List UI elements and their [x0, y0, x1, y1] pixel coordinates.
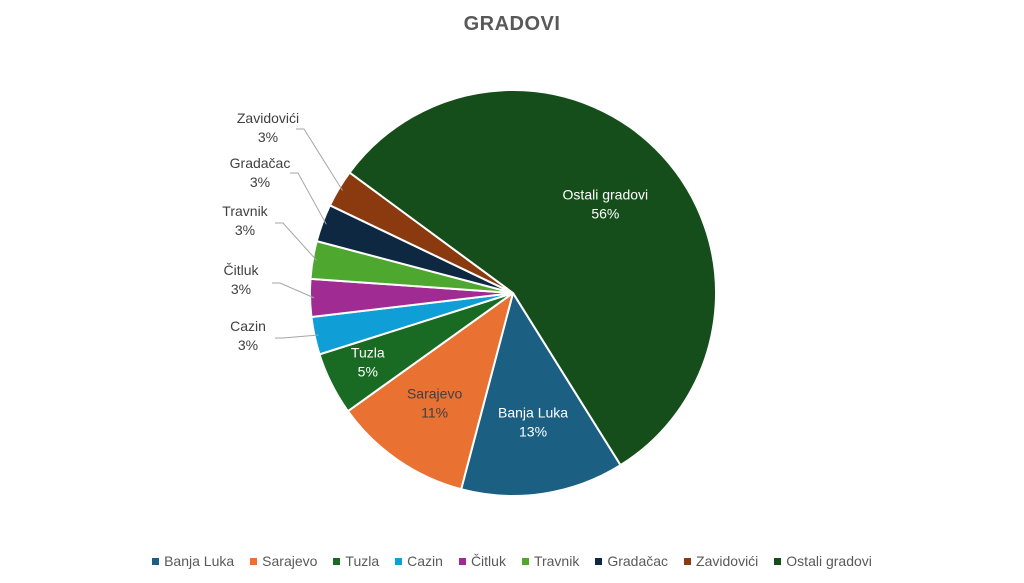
slice-percent-label: 3%	[258, 129, 278, 145]
legend-swatch	[333, 557, 341, 565]
legend-swatch	[684, 557, 692, 565]
legend-item-zavidovići: Zavidovići	[684, 553, 758, 569]
slice-percent-label: 11%	[421, 405, 448, 421]
data-label-cazin: Cazin 3%	[230, 318, 266, 353]
legend-item-banja-luka: Banja Luka	[152, 553, 234, 569]
data-label-ostali-gradovi: Ostali gradovi 56%	[563, 186, 649, 221]
legend-label: Gradačac	[607, 553, 669, 569]
slice-percent-label: 3%	[235, 222, 255, 238]
legend-label: Zavidovići	[696, 553, 759, 569]
legend-item-ostali-gradovi: Ostali gradovi	[774, 553, 872, 569]
legend-label: Tuzla	[345, 553, 380, 569]
legend-item-gradačac: Gradačac	[595, 553, 668, 569]
slice-percent-label: 3%	[250, 174, 270, 190]
slice-category-label: Ostali gradovi	[563, 186, 649, 202]
slice-category-label: Tuzla	[351, 345, 385, 361]
data-label-čitluk: Čitluk 3%	[223, 262, 259, 297]
slice-category-label: Banja Luka	[498, 404, 568, 420]
slice-category-label: Cazin	[230, 318, 266, 334]
legend-item-cazin: Cazin	[395, 553, 443, 569]
pie-slice-sarajevo	[346, 290, 515, 491]
legend-label: Sarajevo	[262, 553, 318, 569]
slice-category-label: Sarajevo	[407, 386, 462, 402]
slice-percent-label: 13%	[519, 423, 547, 439]
legend-swatch	[458, 557, 466, 565]
legend-label: Ostali gradovi	[786, 553, 872, 569]
data-label-banja-luka: Banja Luka 13%	[498, 404, 568, 439]
legend: Banja Luka Sarajevo Tuzla Cazin Čitluk Travni…	[0, 553, 1024, 569]
leader-line	[290, 172, 327, 225]
slice-percent-label: 56%	[591, 205, 619, 221]
legend-label: Čitluk	[470, 553, 506, 569]
pie-slice-ostali-gradovi	[348, 89, 717, 467]
chart-title: GRADOVI	[463, 13, 561, 35]
leader-line	[296, 128, 343, 191]
legend-swatch	[152, 557, 160, 565]
slice-category-label: Čitluk	[223, 262, 259, 278]
pie-slice-banja-luka	[459, 290, 622, 497]
legend-item-travnik: Travnik	[521, 553, 580, 569]
legend-item-tuzla: Tuzla	[333, 553, 379, 569]
data-label-travnik: Travnik 3%	[222, 203, 268, 238]
leader-line	[275, 334, 319, 339]
slice-percent-label: 3%	[238, 337, 258, 353]
data-label-tuzla: Tuzla 5%	[351, 345, 385, 380]
legend-item-sarajevo: Sarajevo	[250, 553, 317, 569]
slice-category-label: Zavidovići	[237, 110, 299, 126]
slice-percent-label: 5%	[358, 364, 378, 380]
data-label-gradačac: Gradačac 3%	[230, 155, 291, 190]
legend-swatch	[595, 557, 603, 565]
leader-line	[275, 222, 318, 261]
legend-item-čitluk: Čitluk	[458, 553, 506, 569]
legend-label: Travnik	[533, 553, 580, 569]
legend-label: Cazin	[407, 553, 443, 569]
slice-percent-label: 3%	[231, 281, 251, 297]
data-label-zavidovići: Zavidovići 3%	[237, 110, 299, 145]
legend-swatch	[395, 557, 403, 565]
legend-swatch	[250, 557, 258, 565]
slice-category-label: Travnik	[222, 203, 268, 219]
legend-swatch	[521, 557, 529, 565]
leader-line	[272, 282, 315, 299]
data-label-sarajevo: Sarajevo 11%	[407, 386, 462, 421]
legend-label: Banja Luka	[164, 553, 235, 569]
slice-category-label: Gradačac	[230, 155, 291, 171]
legend-swatch	[774, 557, 782, 565]
